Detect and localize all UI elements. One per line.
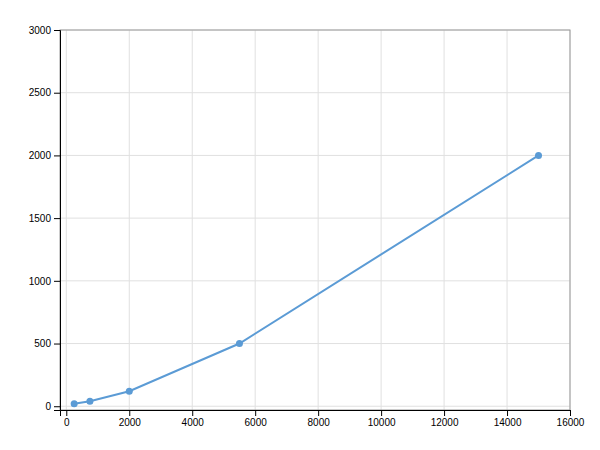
tick-label: 500 xyxy=(34,338,51,349)
tick-label: 14000 xyxy=(494,417,522,428)
grid-line-y xyxy=(60,280,570,281)
grid-line-y xyxy=(60,92,570,93)
grid-line-x xyxy=(381,30,382,410)
grid-line-x xyxy=(507,30,508,410)
tick-mark xyxy=(54,281,60,282)
grid-line-y xyxy=(60,343,570,344)
grid-line-x xyxy=(255,30,256,410)
grid-line-x xyxy=(129,30,130,410)
tick-label: 10000 xyxy=(368,417,396,428)
tick: 0 xyxy=(64,410,70,428)
tick: 6000 xyxy=(245,410,268,428)
plot: 0 2000 4000 6000 8000 10000 12000 14000 16000 0 50… xyxy=(29,25,585,428)
tick-mark xyxy=(381,410,382,416)
tick-label: 1500 xyxy=(29,213,52,224)
tick: 2000 xyxy=(119,410,142,428)
tick-mark xyxy=(54,155,60,156)
tick: 16000 xyxy=(557,410,585,428)
tick: 0 xyxy=(45,401,60,412)
tick-mark xyxy=(444,410,445,416)
chart: 0 2000 4000 6000 8000 10000 12000 14000 16000 0 50… xyxy=(0,0,600,450)
tick-mark xyxy=(54,218,60,219)
tick-label: 6000 xyxy=(245,417,268,428)
tick: 2500 xyxy=(29,87,60,98)
tick: 3000 xyxy=(29,25,60,36)
tick: 12000 xyxy=(431,410,459,428)
tick-mark xyxy=(54,406,60,407)
tick-label: 12000 xyxy=(431,417,459,428)
plot-frame xyxy=(60,30,570,410)
grid-line-x xyxy=(66,30,67,410)
x-axis: 0 2000 4000 6000 8000 10000 12000 14000 16000 xyxy=(61,410,585,428)
grid-line-x xyxy=(192,30,193,410)
tick-mark xyxy=(54,93,60,94)
tick-label: 3000 xyxy=(29,25,52,36)
tick: 2000 xyxy=(29,150,60,161)
point xyxy=(535,152,542,159)
grid-line-y xyxy=(60,155,570,156)
tick-mark xyxy=(570,410,571,416)
point xyxy=(236,340,243,347)
tick: 1000 xyxy=(29,276,60,287)
tick-mark xyxy=(54,344,60,345)
tick-label: 2500 xyxy=(29,87,52,98)
grid-line-x xyxy=(318,30,319,410)
axis-line xyxy=(61,411,571,417)
line xyxy=(74,155,538,403)
grid xyxy=(60,30,570,410)
tick: 10000 xyxy=(368,410,396,428)
tick-mark xyxy=(507,410,508,416)
tick: 4000 xyxy=(182,410,205,428)
tick-label: 2000 xyxy=(29,150,52,161)
tick-label: 16000 xyxy=(557,417,585,428)
tick: 500 xyxy=(34,338,60,349)
point xyxy=(126,388,133,395)
point xyxy=(71,400,78,407)
tick-mark xyxy=(255,410,256,416)
tick: 8000 xyxy=(308,410,331,428)
tick-mark xyxy=(318,410,319,416)
tick-mark xyxy=(66,410,67,416)
tick: 14000 xyxy=(494,410,522,428)
point xyxy=(86,398,93,405)
tick-label: 4000 xyxy=(182,417,205,428)
tick-label: 2000 xyxy=(119,417,142,428)
tick-label: 8000 xyxy=(308,417,331,428)
tick-mark xyxy=(192,410,193,416)
tick: 1500 xyxy=(29,213,60,224)
axis-line xyxy=(54,31,61,411)
grid-line-y xyxy=(60,406,570,407)
tick-label: 1000 xyxy=(29,276,52,287)
tick-mark xyxy=(129,410,130,416)
grid-line-y xyxy=(60,218,570,219)
grid-line-x xyxy=(444,30,445,410)
marks xyxy=(71,152,542,407)
y-axis: 0 500 1000 1500 2000 2500 3000 xyxy=(29,25,61,412)
tick-label: 0 xyxy=(45,401,51,412)
tick-mark xyxy=(54,30,60,31)
tick-label: 0 xyxy=(64,417,70,428)
